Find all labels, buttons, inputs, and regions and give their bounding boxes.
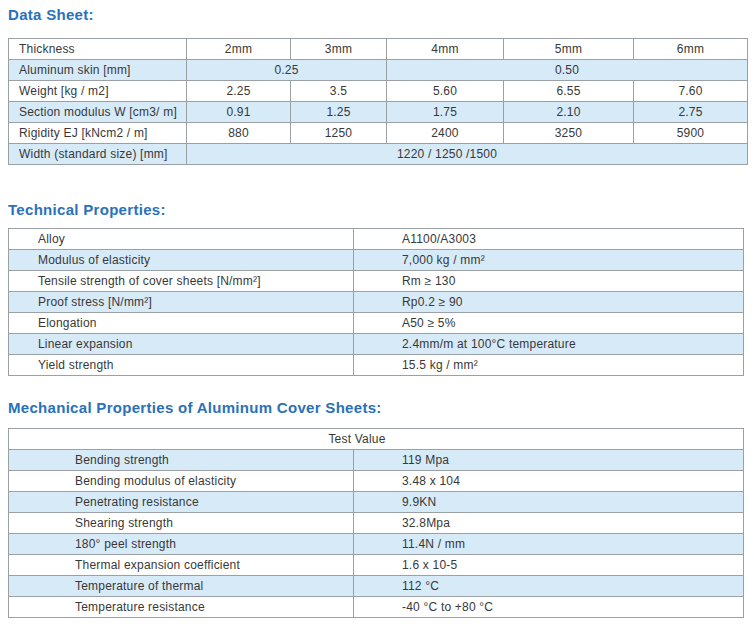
cell-value: Rp0.2 ≥ 90 [354, 292, 744, 313]
table-row: Temperature resistance -40 °C to +80 °C [9, 597, 744, 618]
cell-value: 3.5 [291, 81, 387, 102]
column-header-3mm: 3mm [291, 39, 387, 60]
row-label: Elongation [9, 313, 354, 334]
row-label: 180° peel strength [9, 534, 354, 555]
row-label: Aluminum skin [mm] [9, 60, 187, 81]
section-title-mechanical-properties: Mechanical Properties of Aluminum Cover … [8, 399, 754, 416]
cell-value: 15.5 kg / mm² [354, 355, 744, 376]
table-row: Elongation A50 ≥ 5% [9, 313, 744, 334]
table-row: Alloy A1100/A3003 [9, 229, 744, 250]
table-row: Bending strength 119 Mpa [9, 450, 744, 471]
cell-value: 119 Mpa [354, 450, 744, 471]
cell-value: 11.4N / mm [354, 534, 744, 555]
cell-value: 7.60 [634, 81, 748, 102]
table-row: Bending modulus of elasticity 3.48 x 104 [9, 471, 744, 492]
cell-value: 3250 [504, 123, 634, 144]
table-row: Shearing strength 32.8Mpa [9, 513, 744, 534]
cell-value: 7,000 kg / mm² [354, 250, 744, 271]
row-label: Section modulus W [cm3/ m] [9, 102, 187, 123]
row-label: Tensile strength of cover sheets [N/mm²] [9, 271, 354, 292]
row-label: Alloy [9, 229, 354, 250]
row-label: Width (standard size) [mm] [9, 144, 187, 165]
cell-value: 2.25 [187, 81, 291, 102]
row-label: Weight [kg / m2] [9, 81, 187, 102]
cell-value: 0.91 [187, 102, 291, 123]
row-label: Modulus of elasticity [9, 250, 354, 271]
technical-properties-table: Alloy A1100/A3003 Modulus of elasticity … [8, 228, 744, 376]
cell-value: 0.25 [187, 60, 387, 81]
cell-value: A50 ≥ 5% [354, 313, 744, 334]
table-row: Modulus of elasticity 7,000 kg / mm² [9, 250, 744, 271]
column-header-2mm: 2mm [187, 39, 291, 60]
cell-value: 9.9KN [354, 492, 744, 513]
table-row: Penetrating resistance 9.9KN [9, 492, 744, 513]
cell-value: 3.48 x 104 [354, 471, 744, 492]
row-label: Temperature resistance [9, 597, 354, 618]
table-row: Thermal expansion coefficient 1.6 x 10-5 [9, 555, 744, 576]
row-label: Thickness [9, 39, 187, 60]
table-row: Linear expansion 2.4mm/m at 100°C temper… [9, 334, 744, 355]
cell-value: 880 [187, 123, 291, 144]
cell-value: 2.4mm/m at 100°C temperature [354, 334, 744, 355]
row-label: Bending strength [9, 450, 354, 471]
row-label: Temperature of thermal [9, 576, 354, 597]
table-row: Test Value [9, 429, 744, 450]
cell-value: 2.75 [634, 102, 748, 123]
row-label: Penetrating resistance [9, 492, 354, 513]
row-label: Shearing strength [9, 513, 354, 534]
cell-value: 1220 / 1250 /1500 [187, 144, 748, 165]
table-row: Tensile strength of cover sheets [N/mm²]… [9, 271, 744, 292]
cell-value: 6.55 [504, 81, 634, 102]
cell-value: Rm ≥ 130 [354, 271, 744, 292]
table-row: Aluminum skin [mm] 0.25 0.50 [9, 60, 748, 81]
cell-value: 5900 [634, 123, 748, 144]
document-page: Data Sheet: Thickness 2mm 3mm 4mm 5mm 6m… [0, 0, 754, 618]
row-label: Linear expansion [9, 334, 354, 355]
column-header-4mm: 4mm [387, 39, 504, 60]
column-header-6mm: 6mm [634, 39, 748, 60]
table-row: Proof stress [N/mm²] Rp0.2 ≥ 90 [9, 292, 744, 313]
row-label: Yield strength [9, 355, 354, 376]
cell-value: 0.50 [387, 60, 748, 81]
cell-value: 1.6 x 10-5 [354, 555, 744, 576]
cell-value: 1.75 [387, 102, 504, 123]
data-sheet-table: Thickness 2mm 3mm 4mm 5mm 6mm Aluminum s… [8, 38, 748, 165]
row-label: Bending modulus of elasticity [9, 471, 354, 492]
cell-value: 32.8Mpa [354, 513, 744, 534]
cell-value: 2400 [387, 123, 504, 144]
cell-value: 112 °C [354, 576, 744, 597]
cell-value: 1.25 [291, 102, 387, 123]
table-row: Section modulus W [cm3/ m] 0.91 1.25 1.7… [9, 102, 748, 123]
table-row: Temperature of thermal 112 °C [9, 576, 744, 597]
table-row: Thickness 2mm 3mm 4mm 5mm 6mm [9, 39, 748, 60]
row-label: Rigidity EJ [kNcm2 / m] [9, 123, 187, 144]
table-row: Yield strength 15.5 kg / mm² [9, 355, 744, 376]
mechanical-properties-table: Test Value Bending strength 119 Mpa Bend… [8, 428, 744, 618]
cell-value: -40 °C to +80 °C [354, 597, 744, 618]
cell-value: 1250 [291, 123, 387, 144]
cell-value: 5.60 [387, 81, 504, 102]
section-title-data-sheet: Data Sheet: [8, 6, 754, 23]
column-header-5mm: 5mm [504, 39, 634, 60]
cell-value: A1100/A3003 [354, 229, 744, 250]
column-header-test-value: Test Value [9, 429, 744, 450]
section-title-technical-properties: Technical Properties: [8, 201, 754, 218]
row-label: Proof stress [N/mm²] [9, 292, 354, 313]
table-row: Weight [kg / m2] 2.25 3.5 5.60 6.55 7.60 [9, 81, 748, 102]
row-label: Thermal expansion coefficient [9, 555, 354, 576]
table-row: 180° peel strength 11.4N / mm [9, 534, 744, 555]
table-row: Width (standard size) [mm] 1220 / 1250 /… [9, 144, 748, 165]
cell-value: 2.10 [504, 102, 634, 123]
table-row: Rigidity EJ [kNcm2 / m] 880 1250 2400 32… [9, 123, 748, 144]
